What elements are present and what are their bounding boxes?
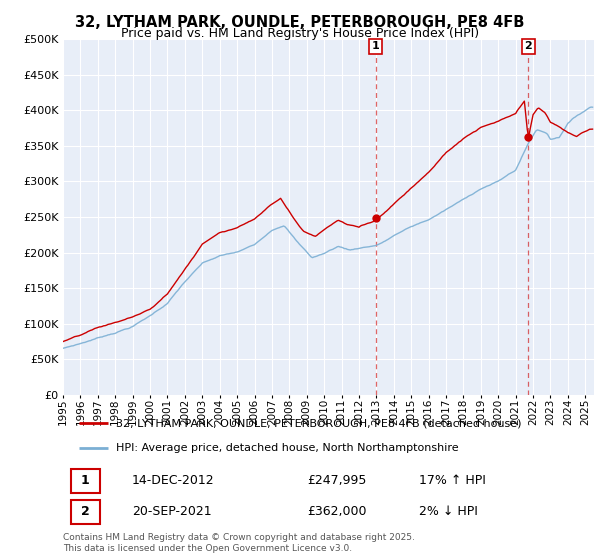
Text: £247,995: £247,995 bbox=[307, 474, 367, 487]
Text: 1: 1 bbox=[371, 41, 379, 52]
Text: £362,000: £362,000 bbox=[307, 505, 367, 519]
Text: HPI: Average price, detached house, North Northamptonshire: HPI: Average price, detached house, Nort… bbox=[116, 442, 459, 452]
Text: 32, LYTHAM PARK, OUNDLE, PETERBOROUGH, PE8 4FB (detached house): 32, LYTHAM PARK, OUNDLE, PETERBOROUGH, P… bbox=[116, 418, 521, 428]
Text: 20-SEP-2021: 20-SEP-2021 bbox=[132, 505, 212, 519]
Text: 2% ↓ HPI: 2% ↓ HPI bbox=[419, 505, 478, 519]
FancyBboxPatch shape bbox=[71, 469, 100, 493]
Text: Price paid vs. HM Land Registry's House Price Index (HPI): Price paid vs. HM Land Registry's House … bbox=[121, 27, 479, 40]
Text: 1: 1 bbox=[81, 474, 89, 487]
Text: Contains HM Land Registry data © Crown copyright and database right 2025.
This d: Contains HM Land Registry data © Crown c… bbox=[63, 533, 415, 553]
Text: 2: 2 bbox=[524, 41, 532, 52]
Text: 2: 2 bbox=[81, 505, 89, 519]
FancyBboxPatch shape bbox=[71, 500, 100, 524]
Text: 14-DEC-2012: 14-DEC-2012 bbox=[132, 474, 215, 487]
Text: 17% ↑ HPI: 17% ↑ HPI bbox=[419, 474, 485, 487]
Text: 32, LYTHAM PARK, OUNDLE, PETERBOROUGH, PE8 4FB: 32, LYTHAM PARK, OUNDLE, PETERBOROUGH, P… bbox=[76, 15, 524, 30]
